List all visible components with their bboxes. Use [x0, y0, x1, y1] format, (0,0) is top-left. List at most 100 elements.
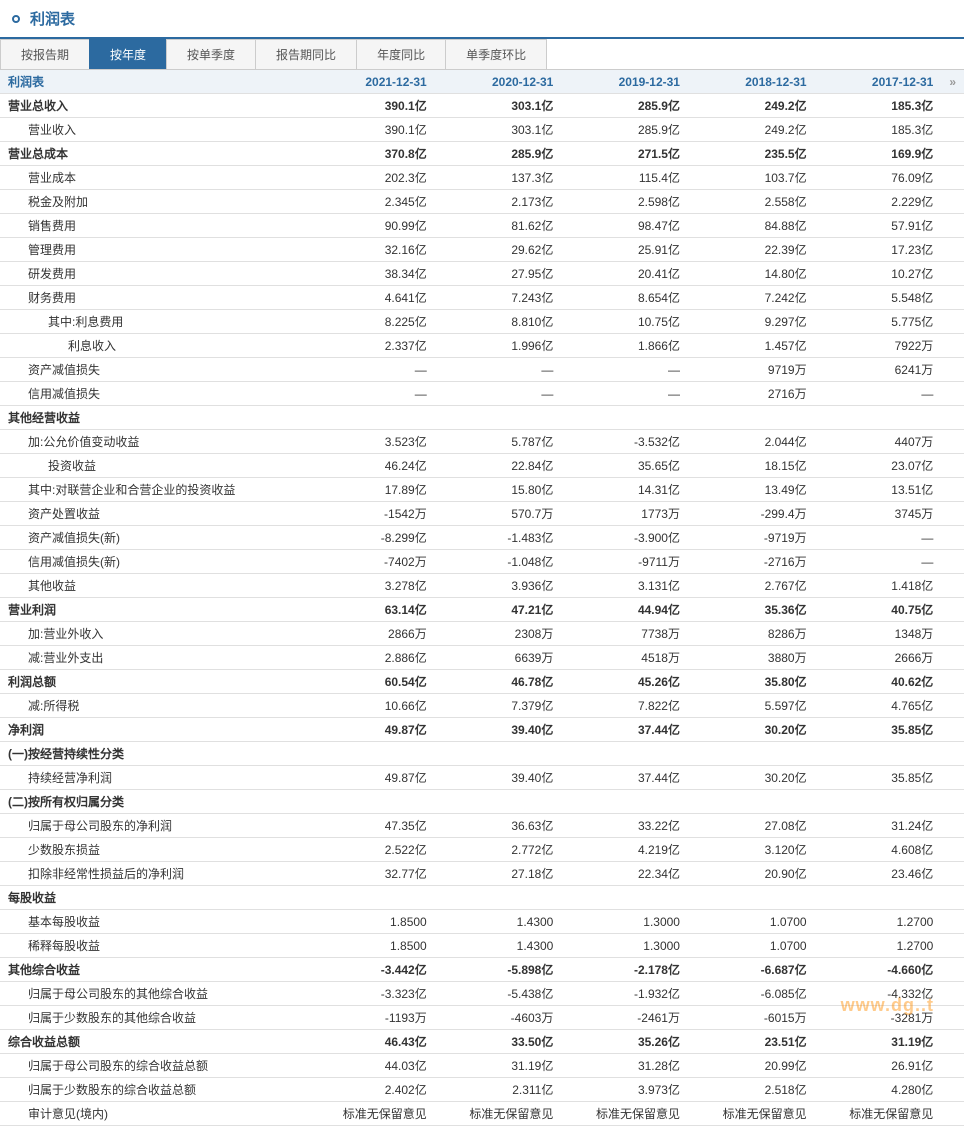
cell-value: 29.62亿 [435, 238, 562, 262]
cell-value: 5.775亿 [815, 310, 942, 334]
cell-empty [941, 790, 964, 814]
header-first-col: 利润表 [0, 70, 308, 94]
row-label: 其中:对联营企业和合营企业的投资收益 [0, 478, 308, 502]
cell-value: -4.332亿 [815, 982, 942, 1006]
cell-value: 390.1亿 [308, 118, 435, 142]
row-label: 营业收入 [0, 118, 308, 142]
cell-value: 2716万 [688, 382, 815, 406]
cell-value: 185.3亿 [815, 94, 942, 118]
row-label: 扣除非经常性损益后的净利润 [0, 862, 308, 886]
cell-value: 8.225亿 [308, 310, 435, 334]
cell-value: 25.91亿 [561, 238, 688, 262]
cell-value: — [561, 382, 688, 406]
cell-value: 22.34亿 [561, 862, 688, 886]
cell-value: -7402万 [308, 550, 435, 574]
tab-0[interactable]: 按报告期 [0, 39, 90, 69]
row-label: 投资收益 [0, 454, 308, 478]
cell-value: 2.886亿 [308, 646, 435, 670]
cell-value: 46.78亿 [435, 670, 562, 694]
table-row: 综合收益总额46.43亿33.50亿35.26亿23.51亿31.19亿 [0, 1030, 964, 1054]
tab-4[interactable]: 年度同比 [356, 39, 446, 69]
cell-value: 46.24亿 [308, 454, 435, 478]
cell-value: 1.866亿 [561, 334, 688, 358]
cell-value: 570.7万 [435, 502, 562, 526]
cell-value: 标准无保留意见 [688, 1102, 815, 1126]
cell-value: 285.9亿 [435, 142, 562, 166]
cell-value: -1193万 [308, 1006, 435, 1030]
table-body: 营业总收入390.1亿303.1亿285.9亿249.2亿185.3亿营业收入3… [0, 94, 964, 1126]
table-row: 归属于少数股东的综合收益总额2.402亿2.311亿3.973亿2.518亿4.… [0, 1078, 964, 1102]
cell-value: 1.418亿 [815, 574, 942, 598]
row-label: 稀释每股收益 [0, 934, 308, 958]
row-label: 减:营业外支出 [0, 646, 308, 670]
cell-value: 30.20亿 [688, 718, 815, 742]
cell-value: 370.8亿 [308, 142, 435, 166]
tab-2[interactable]: 按单季度 [166, 39, 256, 69]
table-row: 持续经营净利润49.87亿39.40亿37.44亿30.20亿35.85亿 [0, 766, 964, 790]
tab-5[interactable]: 单季度环比 [445, 39, 547, 69]
table-row: 归属于母公司股东的净利润47.35亿36.63亿33.22亿27.08亿31.2… [0, 814, 964, 838]
cell-value: 35.36亿 [688, 598, 815, 622]
header-date-2: 2019-12-31 [561, 70, 688, 94]
cell-value: 31.19亿 [435, 1054, 562, 1078]
tab-1[interactable]: 按年度 [89, 39, 167, 69]
cell-value [561, 790, 688, 814]
cell-value: 13.51亿 [815, 478, 942, 502]
row-label: 其他收益 [0, 574, 308, 598]
row-label: 其他经营收益 [0, 406, 308, 430]
cell-value: 32.16亿 [308, 238, 435, 262]
table-row: 归属于母公司股东的其他综合收益-3.323亿-5.438亿-1.932亿-6.0… [0, 982, 964, 1006]
cell-value: 47.35亿 [308, 814, 435, 838]
cell-value: 44.03亿 [308, 1054, 435, 1078]
cell-value: 标准无保留意见 [435, 1102, 562, 1126]
table-row: 其他综合收益-3.442亿-5.898亿-2.178亿-6.687亿-4.660… [0, 958, 964, 982]
row-label: 营业成本 [0, 166, 308, 190]
row-label: 减:所得税 [0, 694, 308, 718]
cell-value: 2.345亿 [308, 190, 435, 214]
cell-empty [941, 958, 964, 982]
cell-value: 33.50亿 [435, 1030, 562, 1054]
cell-value: 1.3000 [561, 910, 688, 934]
cell-value: 4518万 [561, 646, 688, 670]
cell-value: 63.14亿 [308, 598, 435, 622]
cell-value: 1.8500 [308, 934, 435, 958]
cell-value: 7.242亿 [688, 286, 815, 310]
cell-empty [941, 1006, 964, 1030]
table-row: 少数股东损益2.522亿2.772亿4.219亿3.120亿4.608亿 [0, 838, 964, 862]
cell-empty [941, 190, 964, 214]
income-statement-table: 利润表 2021-12-31 2020-12-31 2019-12-31 201… [0, 70, 964, 1126]
cell-value: 7.379亿 [435, 694, 562, 718]
tab-3[interactable]: 报告期同比 [255, 39, 357, 69]
cell-empty [941, 166, 964, 190]
cell-value: 4.280亿 [815, 1078, 942, 1102]
cell-value: — [435, 382, 562, 406]
table-header-row: 利润表 2021-12-31 2020-12-31 2019-12-31 201… [0, 70, 964, 94]
cell-empty [941, 550, 964, 574]
cell-value: 4.641亿 [308, 286, 435, 310]
cell-value: 303.1亿 [435, 118, 562, 142]
cell-value: 31.24亿 [815, 814, 942, 838]
table-row: 信用减值损失———2716万— [0, 382, 964, 406]
cell-empty [941, 862, 964, 886]
cell-value: 202.3亿 [308, 166, 435, 190]
cell-empty [941, 1102, 964, 1126]
cell-value: 1348万 [815, 622, 942, 646]
table-row: 加:营业外收入2866万2308万7738万8286万1348万 [0, 622, 964, 646]
cell-empty [941, 910, 964, 934]
cell-value [688, 742, 815, 766]
cell-value: -6015万 [688, 1006, 815, 1030]
cell-value: 1.996亿 [435, 334, 562, 358]
table-row: 营业收入390.1亿303.1亿285.9亿249.2亿185.3亿 [0, 118, 964, 142]
cell-value: 115.4亿 [561, 166, 688, 190]
scroll-right-icon[interactable]: » [941, 70, 964, 94]
cell-value: 38.34亿 [308, 262, 435, 286]
cell-value [435, 406, 562, 430]
cell-value: 2.767亿 [688, 574, 815, 598]
cell-value: -6.085亿 [688, 982, 815, 1006]
cell-value: 17.89亿 [308, 478, 435, 502]
page-header: 利润表 [0, 0, 964, 39]
table-row: 归属于母公司股东的综合收益总额44.03亿31.19亿31.28亿20.99亿2… [0, 1054, 964, 1078]
cell-empty [941, 1078, 964, 1102]
table-row: 其中:利息费用8.225亿8.810亿10.75亿9.297亿5.775亿 [0, 310, 964, 334]
cell-empty [941, 478, 964, 502]
